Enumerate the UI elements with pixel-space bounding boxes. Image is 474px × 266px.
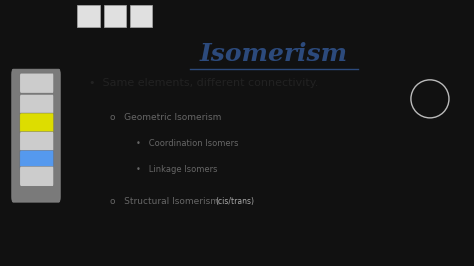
Text: NH₃: NH₃: [249, 225, 271, 235]
Text: o   Geometric Isomerism: o Geometric Isomerism: [109, 113, 221, 122]
FancyBboxPatch shape: [20, 73, 54, 93]
FancyBboxPatch shape: [129, 5, 152, 27]
Text: •  Same elements, different connectivity.: • Same elements, different connectivity.: [90, 78, 319, 88]
FancyBboxPatch shape: [20, 132, 54, 152]
Text: Cl: Cl: [342, 167, 354, 176]
Text: {[Pt(NH₃)₂Cl₂]: {[Pt(NH₃)₂Cl₂]: [90, 220, 161, 230]
FancyBboxPatch shape: [20, 150, 54, 170]
Text: (cis/trans): (cis/trans): [216, 197, 255, 206]
FancyBboxPatch shape: [77, 5, 100, 27]
Text: Pt: Pt: [342, 225, 354, 235]
FancyBboxPatch shape: [103, 5, 126, 27]
Text: NH₃: NH₃: [425, 225, 447, 235]
Text: o   Structural Isomerism: o Structural Isomerism: [109, 197, 221, 206]
Text: Isomerism: Isomerism: [200, 42, 348, 66]
Text: trans: trans: [216, 201, 248, 217]
Text: •   Coordination Isomers: • Coordination Isomers: [136, 139, 238, 148]
FancyBboxPatch shape: [12, 69, 60, 202]
FancyBboxPatch shape: [20, 166, 54, 186]
FancyBboxPatch shape: [20, 113, 54, 133]
FancyBboxPatch shape: [20, 94, 54, 114]
Text: •   Linkage Isomers: • Linkage Isomers: [136, 165, 217, 174]
